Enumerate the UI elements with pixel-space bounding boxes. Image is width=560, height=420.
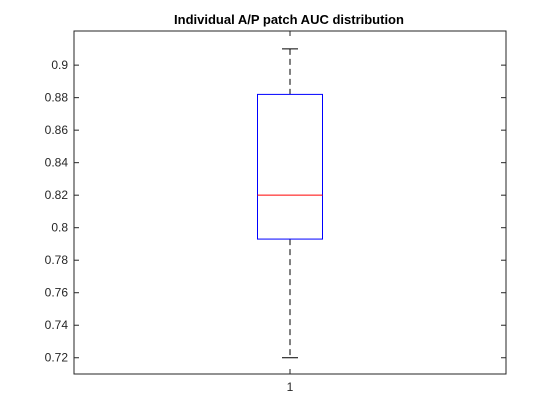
y-tick-label: 0.9 bbox=[51, 58, 68, 72]
x-tick-label: 1 bbox=[287, 380, 294, 394]
y-tick-label: 0.84 bbox=[45, 156, 69, 170]
y-tick-label: 0.76 bbox=[45, 286, 69, 300]
chart-title: Individual A/P patch AUC distribution bbox=[174, 12, 404, 27]
y-tick-label: 0.78 bbox=[45, 253, 69, 267]
y-tick-label: 0.72 bbox=[45, 351, 69, 365]
y-tick-label: 0.8 bbox=[51, 221, 68, 235]
y-tick-label: 0.86 bbox=[45, 123, 69, 137]
y-tick-label: 0.74 bbox=[45, 318, 69, 332]
y-tick-label: 0.88 bbox=[45, 91, 69, 105]
y-tick-label: 0.82 bbox=[45, 188, 69, 202]
